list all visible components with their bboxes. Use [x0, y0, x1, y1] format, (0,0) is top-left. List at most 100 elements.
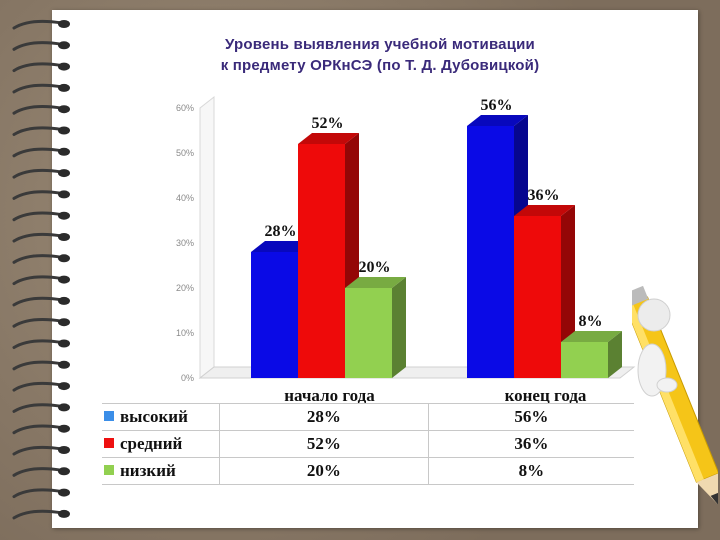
spiral-ring	[12, 62, 64, 73]
table-row-high: высокий 28% 56%	[102, 403, 634, 431]
spiral-hole	[58, 41, 70, 50]
chart-side-wall	[199, 95, 215, 380]
spiral-ring	[12, 168, 64, 179]
spiral-hole	[58, 488, 70, 497]
spiral-hole	[58, 296, 70, 305]
spiral-ring	[12, 83, 64, 94]
y-tick-label: 60%	[176, 103, 194, 113]
spiral-hole	[58, 382, 70, 391]
bar-side-низкий	[392, 277, 406, 378]
spiral-hole	[58, 275, 70, 284]
data-label: 20%	[359, 259, 391, 276]
spiral-ring	[12, 19, 64, 30]
table-cell: 52%	[219, 430, 429, 458]
spiral-hole	[58, 190, 70, 199]
spiral-ring	[12, 211, 64, 222]
bar-top-высокий	[467, 115, 528, 126]
spiral-ring	[12, 105, 64, 115]
spiral-ring	[12, 467, 64, 477]
legend-medium: средний	[102, 430, 220, 458]
bar-top-средний	[298, 133, 359, 144]
table-row-low: низкий 20% 8%	[102, 457, 634, 485]
spiral-ring	[12, 318, 64, 328]
spiral-hole	[58, 233, 70, 241]
spiral-ring	[12, 381, 64, 392]
spiral-hole	[58, 509, 70, 518]
table-row-medium: средний 52% 36%	[102, 430, 634, 458]
y-tick-label: 40%	[176, 193, 194, 203]
spiral-ring	[12, 360, 64, 371]
table-cell: 28%	[219, 403, 429, 431]
spiral-ring	[12, 445, 64, 456]
bar-средний-2	[514, 216, 561, 378]
spiral-hole	[58, 126, 70, 135]
data-label: 52%	[312, 115, 344, 132]
bar-top-высокий	[251, 241, 312, 252]
table-cell: 20%	[219, 457, 429, 485]
spiral-hole	[58, 147, 70, 156]
spiral-ring	[12, 147, 64, 158]
spiral-hole	[58, 360, 70, 369]
bar-низкий-1	[345, 288, 392, 378]
spiral-ring	[12, 126, 64, 136]
spiral-hole	[58, 169, 70, 178]
spiral-hole	[58, 446, 70, 454]
x-category-label: начало года	[284, 386, 375, 405]
spiral-hole	[58, 83, 70, 92]
table-cell: 8%	[427, 457, 634, 485]
data-label: 8%	[579, 313, 603, 330]
legend-label-high: высокий	[120, 407, 188, 426]
spiral-ring	[12, 275, 64, 286]
legend-key-high	[104, 411, 114, 421]
bar-низкий-2	[561, 342, 608, 378]
bar-side-низкий	[608, 331, 622, 378]
legend-key-medium	[104, 438, 114, 448]
y-tick-label: 0%	[181, 373, 194, 383]
spiral-hole	[58, 62, 70, 71]
spiral-ring	[12, 232, 64, 243]
bar-высокий-1	[251, 252, 298, 378]
spiral-ring	[12, 339, 64, 349]
spiral-hole	[58, 339, 70, 348]
spiral-hole	[58, 105, 70, 114]
spiral-ring	[12, 509, 64, 520]
legend-low: низкий	[102, 457, 220, 485]
spiral-hole	[58, 211, 70, 220]
pencil-figure-image	[632, 285, 718, 506]
spiral-hole	[58, 424, 70, 433]
spiral-hole	[58, 254, 70, 263]
bar-top-низкий	[345, 277, 406, 288]
legend-label-medium: средний	[120, 434, 183, 453]
spiral-ring	[12, 488, 64, 499]
notebook-spiral	[12, 19, 70, 520]
legend-label-low: низкий	[120, 461, 176, 480]
spiral-hole	[58, 20, 70, 28]
x-category-label: конец года	[505, 386, 587, 405]
bar-высокий-2	[467, 126, 514, 378]
spiral-ring	[12, 296, 64, 307]
legend-key-low	[104, 465, 114, 475]
chart-title-line-2: к предмету ОРКнСЭ (по Т. Д. Дубовицкой)	[220, 57, 540, 74]
y-tick-label: 10%	[176, 328, 194, 338]
spiral-hole	[58, 467, 70, 476]
bar-средний-1	[298, 144, 345, 378]
data-table: высокий 28% 56% средний 52% 36% низкий 2…	[102, 403, 634, 485]
spiral-hole	[58, 403, 70, 412]
spiral-hole	[58, 318, 70, 327]
spiral-ring	[12, 41, 64, 51]
bar-top-средний	[514, 205, 575, 216]
spiral-ring	[12, 254, 64, 264]
chart-title-line-1: Уровень выявления учебной мотивации	[225, 36, 535, 53]
legend-high: высокий	[102, 403, 220, 431]
table-cell: 56%	[427, 403, 634, 431]
data-label: 36%	[528, 187, 560, 204]
data-label: 28%	[265, 223, 297, 240]
data-label: 56%	[481, 97, 513, 114]
table-cell: 36%	[427, 430, 634, 458]
bar-top-низкий	[561, 331, 622, 342]
spiral-ring	[12, 403, 64, 413]
y-tick-label: 30%	[176, 238, 194, 248]
spiral-ring	[12, 190, 64, 200]
spiral-ring	[12, 424, 64, 435]
